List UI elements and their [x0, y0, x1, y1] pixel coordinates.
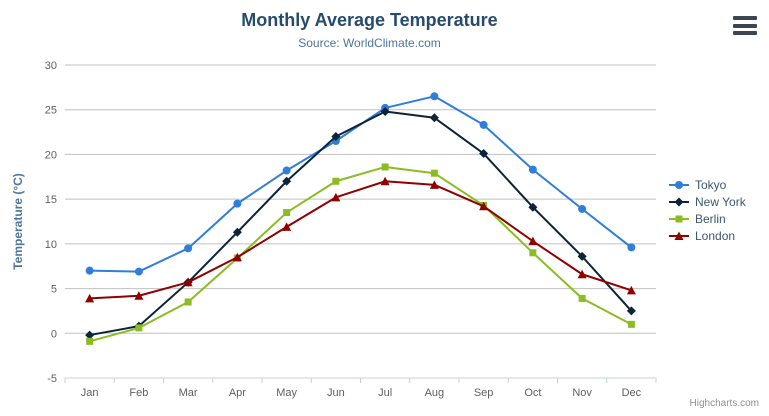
y-axis-label: 25: [45, 105, 57, 117]
data-point-new-york[interactable]: [282, 176, 292, 186]
legend-marker-diamond-icon[interactable]: [674, 197, 684, 206]
x-axis-label: Jan: [81, 387, 99, 399]
data-point-berlin[interactable]: [381, 163, 389, 171]
data-point-berlin[interactable]: [529, 249, 537, 257]
x-axis-label: Sep: [474, 387, 494, 399]
series-line-berlin[interactable]: [88, 165, 633, 343]
data-point-new-york[interactable]: [626, 306, 636, 316]
data-point-london[interactable]: [85, 293, 95, 303]
highcharts-credit[interactable]: Highcharts.com: [689, 398, 759, 409]
series-line-new-york[interactable]: [88, 110, 633, 337]
data-point-tokyo[interactable]: [282, 166, 291, 175]
data-point-tokyo[interactable]: [134, 267, 143, 276]
y-axis-label: 10: [45, 239, 57, 251]
data-point-new-york[interactable]: [331, 132, 341, 142]
data-point-new-york[interactable]: [577, 251, 587, 261]
export-menu-button[interactable]: [733, 15, 757, 36]
legend-marker-circle-icon[interactable]: [675, 180, 683, 189]
data-point-tokyo[interactable]: [528, 165, 537, 174]
y-axis-label: 5: [51, 284, 57, 296]
data-point-tokyo[interactable]: [627, 243, 636, 252]
series-line-london[interactable]: [88, 180, 633, 300]
x-axis-label: Apr: [229, 387, 246, 399]
data-point-tokyo[interactable]: [578, 204, 587, 213]
data-point-new-york[interactable]: [85, 330, 95, 340]
y-axis-label: 15: [45, 194, 57, 206]
data-point-london[interactable]: [429, 180, 439, 189]
hamburger-icon: [733, 23, 757, 28]
data-point-berlin[interactable]: [283, 209, 291, 217]
legend-label: London: [695, 228, 736, 243]
data-point-berlin[interactable]: [578, 294, 586, 302]
y-axis-label: 20: [45, 149, 57, 161]
data-point-london[interactable]: [528, 236, 538, 246]
x-axis-label: Oct: [524, 387, 541, 399]
data-point-tokyo[interactable]: [85, 266, 94, 275]
legend-marker-square-icon[interactable]: [675, 215, 683, 222]
chart-title: Monthly Average Temperature: [241, 10, 498, 30]
hamburger-icon: [733, 16, 757, 20]
data-point-berlin[interactable]: [332, 177, 340, 185]
legend-marker-diamond-icon: [669, 197, 689, 206]
data-point-london[interactable]: [183, 277, 193, 287]
legend: Tokyo New York Berlin London: [668, 176, 746, 244]
data-point-london[interactable]: [331, 192, 341, 202]
legend-item-new-york[interactable]: New York: [668, 193, 746, 210]
x-axis-label: Jun: [327, 387, 345, 399]
data-point-london[interactable]: [232, 252, 242, 262]
data-point-new-york[interactable]: [479, 149, 489, 159]
y-axis-title: Temperature (°C): [11, 173, 25, 270]
legend-marker-triangle-icon[interactable]: [674, 231, 684, 240]
y-axis-label: -5: [47, 373, 57, 385]
data-point-new-york[interactable]: [232, 227, 242, 237]
data-point-tokyo[interactable]: [184, 244, 193, 253]
legend-marker-circle-icon: [669, 180, 689, 189]
chart-subtitle: Source: WorldClimate.com: [298, 36, 441, 50]
y-axis-label: 30: [45, 60, 57, 72]
x-axis-label: Jul: [378, 387, 392, 399]
x-axis-label: Aug: [425, 387, 445, 399]
series-tokyo: [85, 92, 636, 276]
data-point-berlin[interactable]: [184, 298, 192, 306]
data-point-london[interactable]: [282, 222, 292, 231]
data-point-tokyo[interactable]: [430, 92, 439, 101]
legend-item-tokyo[interactable]: Tokyo: [668, 176, 746, 193]
series-london: [85, 176, 636, 303]
legend-marker-triangle-icon: [669, 231, 689, 240]
y-axis-label: 0: [51, 328, 57, 340]
series-new-york: [85, 107, 636, 340]
data-point-berlin[interactable]: [430, 169, 438, 177]
data-point-london[interactable]: [134, 291, 144, 300]
x-axis-label: Mar: [179, 387, 198, 399]
data-point-new-york[interactable]: [429, 113, 439, 123]
data-point-tokyo[interactable]: [233, 199, 242, 208]
data-point-berlin[interactable]: [627, 320, 635, 328]
x-axis-label: Nov: [572, 387, 592, 399]
data-point-berlin[interactable]: [135, 324, 143, 332]
data-point-new-york[interactable]: [528, 202, 538, 212]
data-point-london[interactable]: [626, 285, 636, 295]
hamburger-icon: [733, 31, 757, 35]
data-point-london[interactable]: [577, 269, 587, 279]
legend-item-london[interactable]: London: [668, 227, 746, 244]
data-point-berlin[interactable]: [86, 337, 94, 345]
legend-label: Berlin: [695, 211, 726, 226]
legend-label: New York: [695, 194, 746, 209]
legend-marker-square-icon: [669, 215, 689, 222]
series-line-tokyo[interactable]: [88, 95, 633, 273]
legend-label: Tokyo: [695, 177, 727, 192]
data-point-london[interactable]: [479, 201, 489, 211]
legend-item-berlin[interactable]: Berlin: [668, 210, 746, 227]
data-point-london[interactable]: [380, 176, 390, 186]
x-axis-label: Feb: [129, 387, 148, 399]
x-axis-label: Dec: [622, 387, 642, 399]
data-point-tokyo[interactable]: [479, 120, 488, 129]
x-axis-label: May: [276, 387, 297, 399]
data-point-new-york[interactable]: [380, 107, 390, 117]
